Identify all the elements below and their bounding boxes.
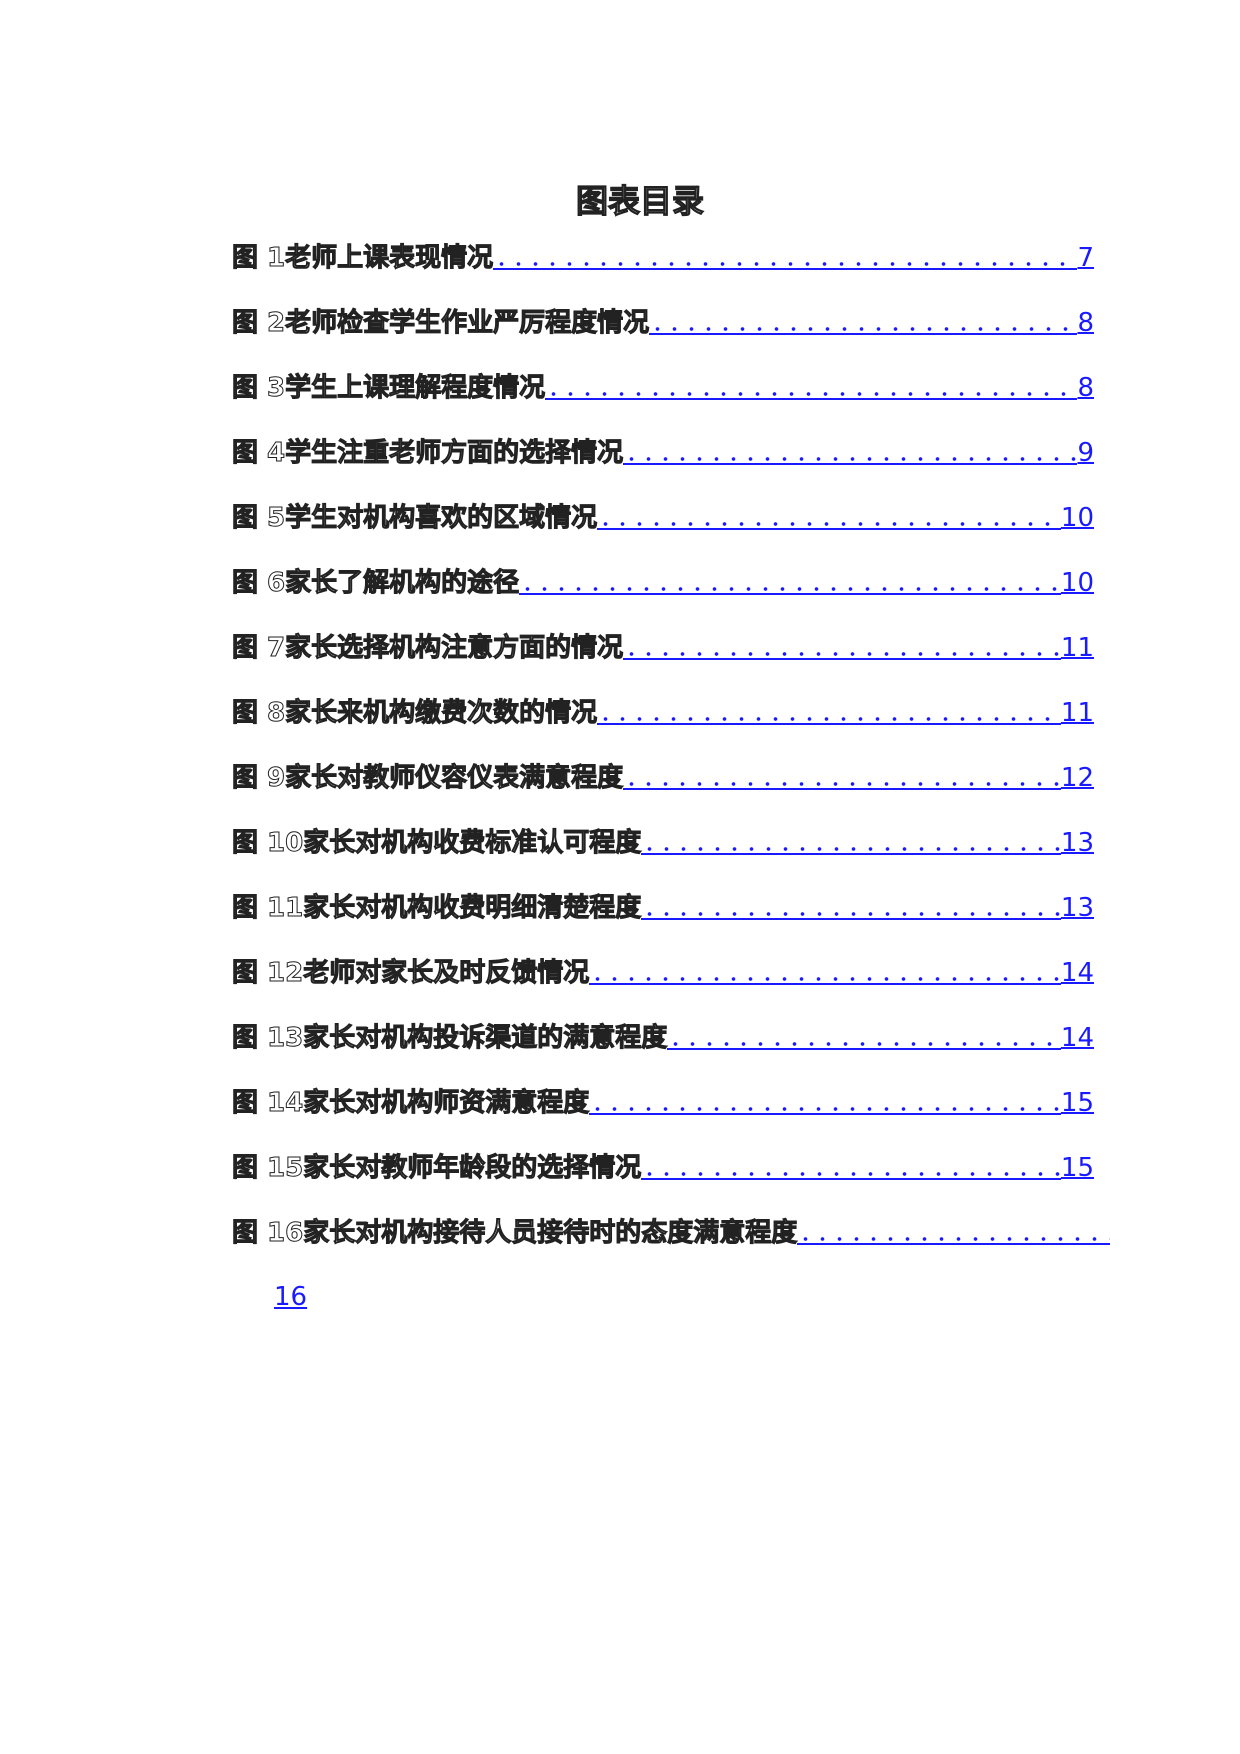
toc-entry-label[interactable]: 图 15家长对教师年龄段的选择情况 xyxy=(231,1153,642,1184)
dot-leader[interactable] xyxy=(589,973,1061,985)
toc-entry[interactable]: 图 12老师对家长及时反馈情况 14 xyxy=(231,953,1094,989)
dot-leader[interactable] xyxy=(641,908,1061,920)
toc-entry[interactable]: 图 16家长对机构接待人员接待时的态度满意程度 xyxy=(231,1213,1110,1249)
toc-entry-label[interactable]: 图 9家长对教师仪容仪表满意程度 xyxy=(231,763,624,794)
toc-entry-label[interactable]: 图 16家长对机构接待人员接待时的态度满意程度 xyxy=(231,1218,798,1249)
dot-leader[interactable] xyxy=(519,583,1061,595)
toc-entry[interactable]: 图 6家长了解机构的途径 10 xyxy=(231,563,1094,599)
toc-entry[interactable]: 图 9家长对教师仪容仪表满意程度 12 xyxy=(231,758,1094,794)
toc-page-number[interactable]: 7 xyxy=(1077,243,1094,273)
page-title: 图表目录 xyxy=(575,181,704,220)
toc-page-number[interactable]: 11 xyxy=(1060,633,1094,663)
toc-entry-label[interactable]: 图 8家长来机构缴费次数的情况 xyxy=(231,698,598,729)
toc-entry-label[interactable]: 图 2老师检查学生作业严厉程度情况 xyxy=(231,308,650,339)
toc-entry-label[interactable]: 图 1老师上课表现情况 xyxy=(231,243,494,274)
toc-page-number[interactable]: 8 xyxy=(1077,308,1094,338)
toc-page-number[interactable]: 15 xyxy=(1060,1088,1094,1118)
toc-page-number[interactable]: 16 xyxy=(274,1282,308,1312)
dot-leader[interactable] xyxy=(797,1233,1110,1245)
toc-entry[interactable]: 图 15家长对教师年龄段的选择情况 15 xyxy=(231,1148,1094,1184)
toc-entry[interactable]: 图 14家长对机构师资满意程度 15 xyxy=(231,1083,1094,1119)
toc-entry[interactable]: 图 4学生注重老师方面的选择情况 9 xyxy=(231,433,1094,469)
toc-entry[interactable]: 图 8家长来机构缴费次数的情况 11 xyxy=(231,693,1094,729)
toc-entry-label[interactable]: 图 14家长对机构师资满意程度 xyxy=(231,1088,590,1119)
dot-leader[interactable] xyxy=(649,323,1078,335)
dot-leader[interactable] xyxy=(667,1038,1061,1050)
dot-leader[interactable] xyxy=(641,843,1061,855)
toc-page-number[interactable]: 10 xyxy=(1060,568,1094,598)
toc-page-number[interactable]: 14 xyxy=(1060,1023,1094,1053)
toc-entry[interactable]: 图 13家长对机构投诉渠道的满意程度 14 xyxy=(231,1018,1094,1054)
toc-entry-label[interactable]: 图 6家长了解机构的途径 xyxy=(231,568,520,599)
dot-leader[interactable] xyxy=(493,258,1078,270)
toc-entry-label[interactable]: 图 3学生上课理解程度情况 xyxy=(231,373,546,404)
toc-page-number[interactable]: 10 xyxy=(1060,503,1094,533)
dot-leader[interactable] xyxy=(623,453,1078,465)
toc-page-number[interactable]: 15 xyxy=(1060,1153,1094,1183)
toc-entry[interactable]: 图 7家长选择机构注意方面的情况 11 xyxy=(231,628,1094,664)
toc-entry[interactable]: 图 10家长对机构收费标准认可程度 13 xyxy=(231,823,1094,859)
toc-entry-label[interactable]: 图 13家长对机构投诉渠道的满意程度 xyxy=(231,1023,668,1054)
toc-page-number[interactable]: 8 xyxy=(1077,373,1094,403)
toc-entry-label[interactable]: 图 11家长对机构收费明细清楚程度 xyxy=(231,893,642,924)
toc-page-number[interactable]: 13 xyxy=(1060,828,1094,858)
toc-entry[interactable]: 图 11家长对机构收费明细清楚程度 13 xyxy=(231,888,1094,924)
toc-entry[interactable]: 图 1老师上课表现情况 7 xyxy=(231,238,1094,274)
toc-entry[interactable]: 图 5学生对机构喜欢的区域情况 10 xyxy=(231,498,1094,534)
toc-entry[interactable]: 图 3学生上课理解程度情况 8 xyxy=(231,368,1094,404)
dot-leader[interactable] xyxy=(623,778,1061,790)
toc-page-number[interactable]: 11 xyxy=(1060,698,1094,728)
toc-entry-label[interactable]: 图 4学生注重老师方面的选择情况 xyxy=(231,438,624,469)
toc-entry-label[interactable]: 图 10家长对机构收费标准认可程度 xyxy=(231,828,642,859)
toc-entry[interactable]: 图 2老师检查学生作业严厉程度情况 8 xyxy=(231,303,1094,339)
toc-page-number[interactable]: 13 xyxy=(1060,893,1094,923)
dot-leader[interactable] xyxy=(589,1103,1061,1115)
dot-leader[interactable] xyxy=(597,713,1061,725)
dot-leader[interactable] xyxy=(597,518,1061,530)
toc-entry-label[interactable]: 图 12老师对家长及时反馈情况 xyxy=(231,958,590,989)
toc-entry-label[interactable]: 图 7家长选择机构注意方面的情况 xyxy=(231,633,624,664)
toc-entry-label[interactable]: 图 5学生对机构喜欢的区域情况 xyxy=(231,503,598,534)
dot-leader[interactable] xyxy=(545,388,1078,400)
toc-page-number[interactable]: 12 xyxy=(1060,763,1094,793)
dot-leader[interactable] xyxy=(623,648,1061,660)
toc-page-number[interactable]: 14 xyxy=(1060,958,1094,988)
dot-leader[interactable] xyxy=(641,1168,1061,1180)
toc-page-number[interactable]: 9 xyxy=(1077,438,1094,468)
